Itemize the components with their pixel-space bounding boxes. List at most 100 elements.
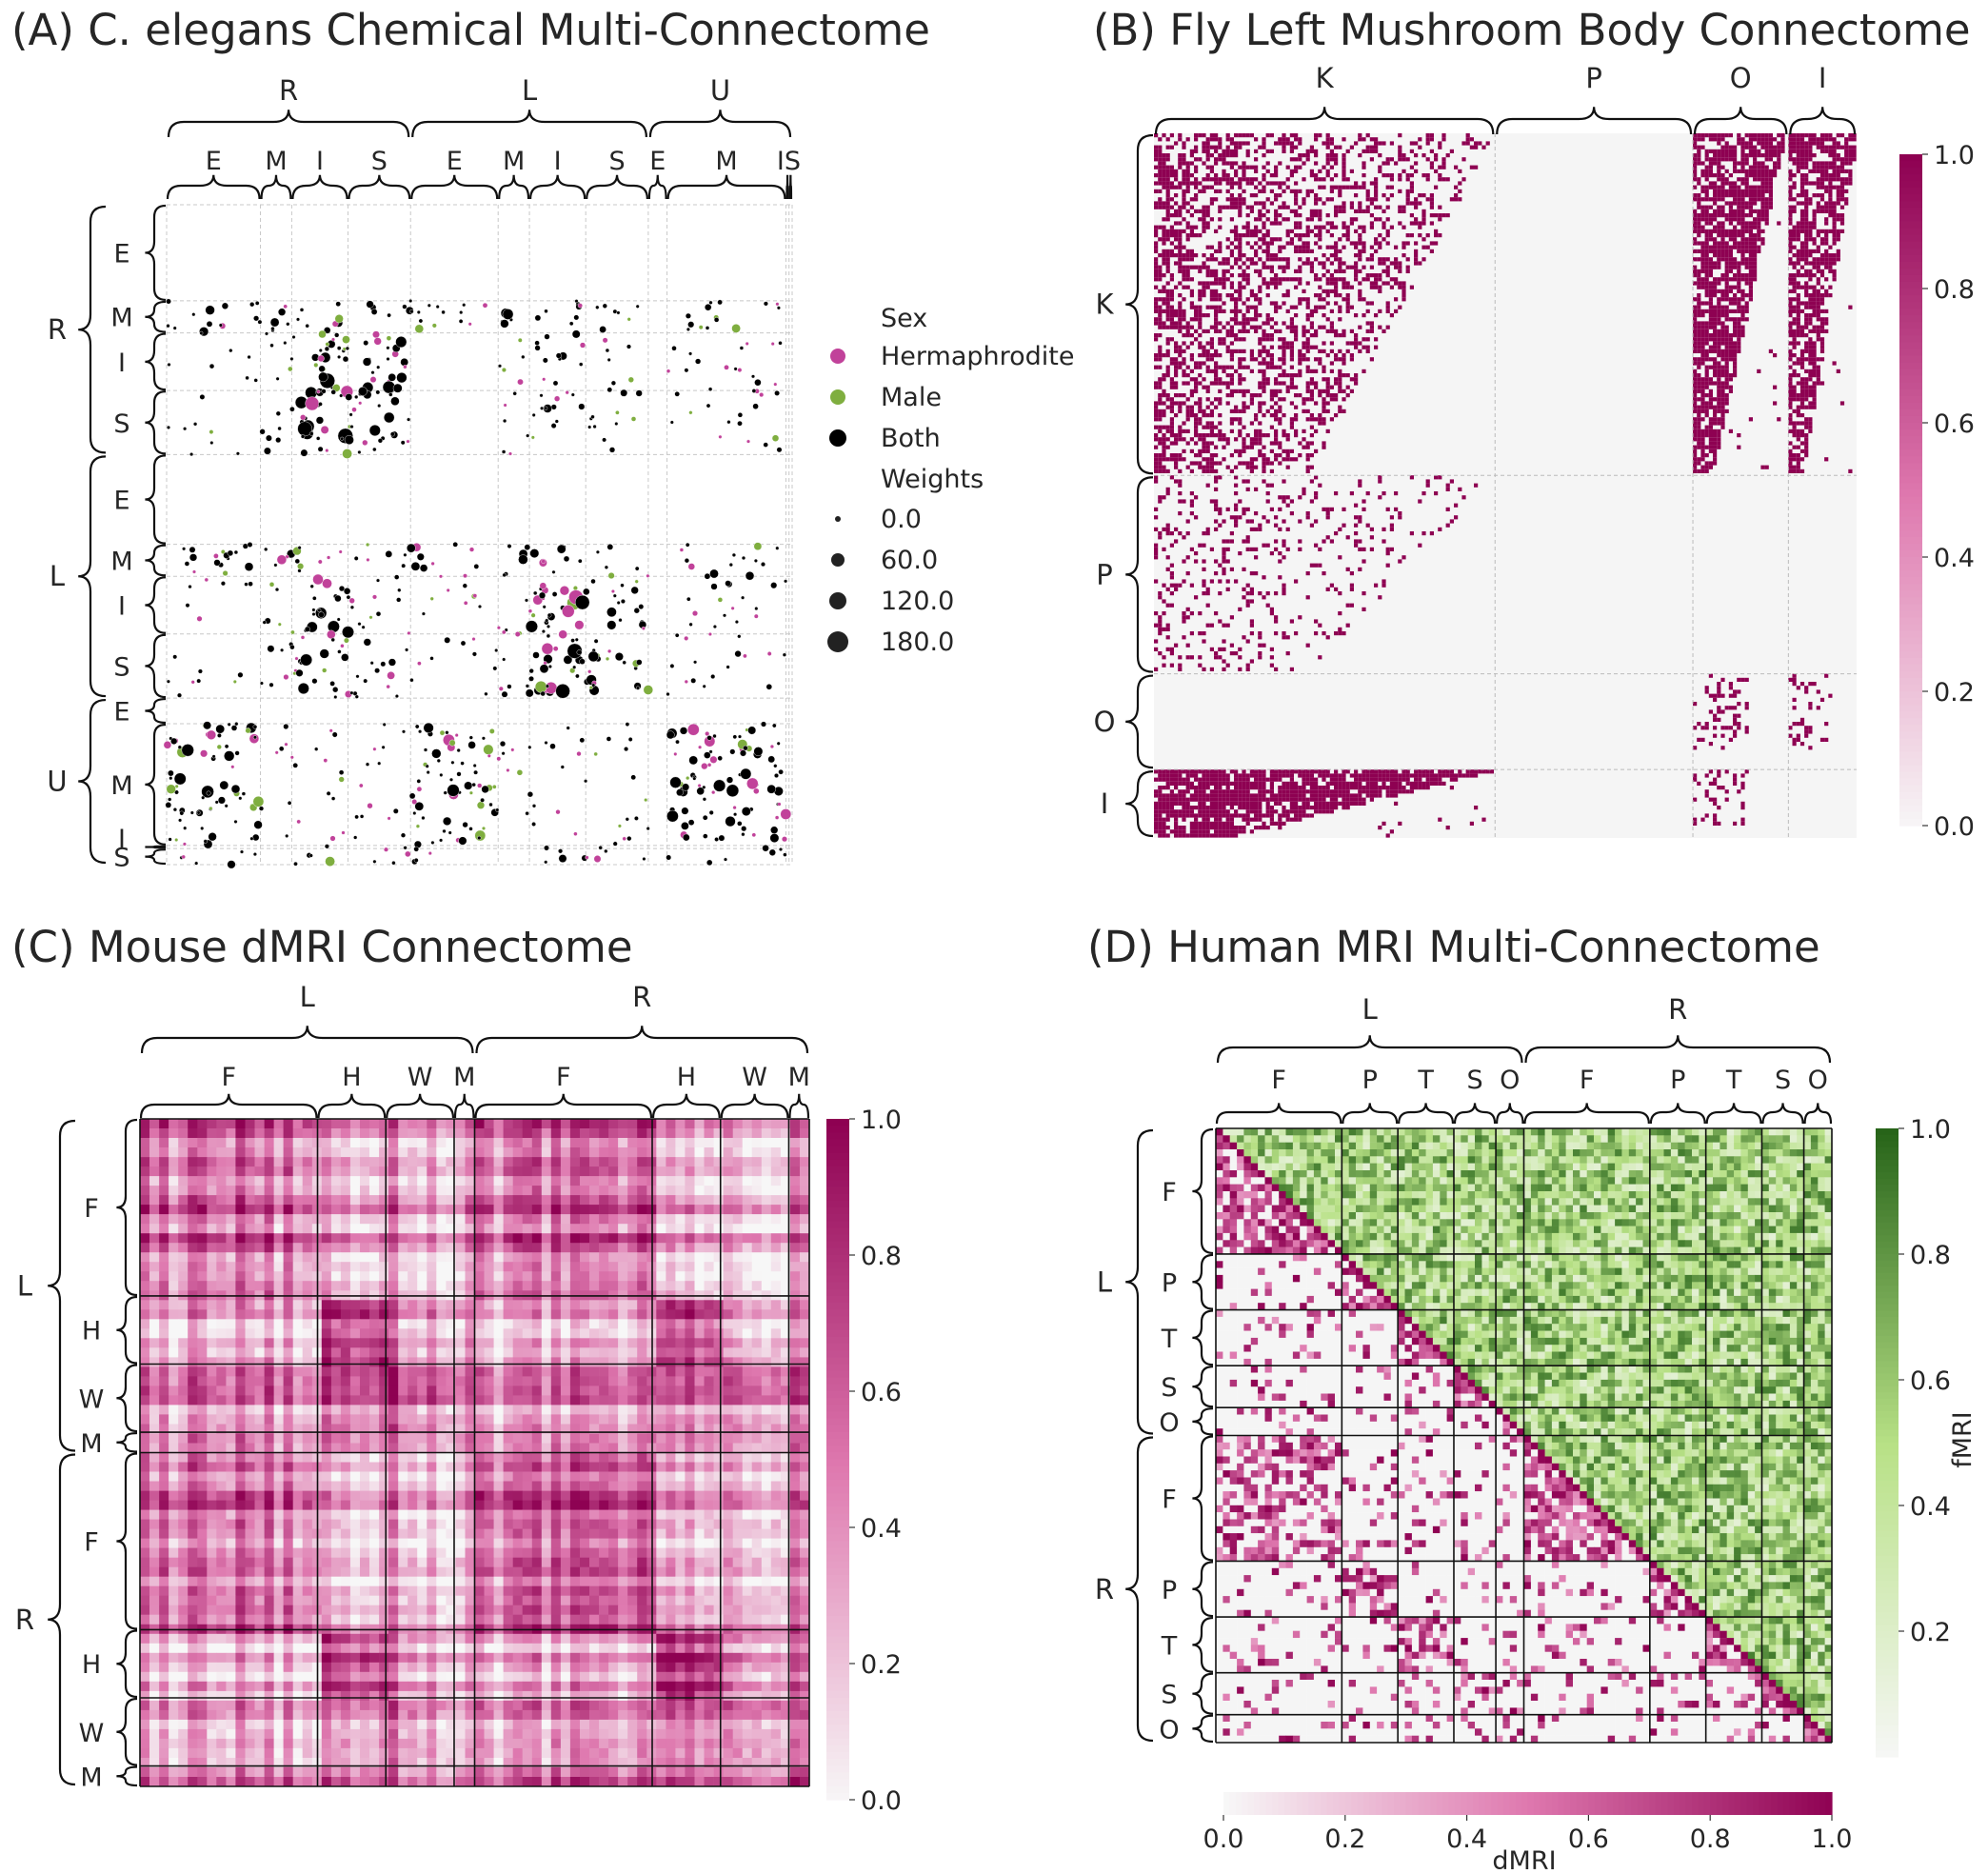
connection-dot	[327, 555, 331, 560]
heatmap-cell	[1405, 233, 1410, 238]
heatmap-cell	[1265, 161, 1270, 166]
heatmap-cell	[1338, 389, 1342, 393]
heatmap-cell	[1362, 225, 1366, 229]
connection-dot	[386, 684, 390, 689]
heatmap-cell	[1414, 249, 1419, 253]
heatmap-cell	[1222, 269, 1226, 273]
heatmap-cell	[1796, 141, 1800, 146]
heatmap-cell	[1828, 245, 1833, 249]
heatmap-cell	[1737, 269, 1741, 273]
heatmap-cell	[1374, 137, 1379, 142]
heatmap-cell	[1342, 507, 1346, 511]
heatmap-cell	[1720, 277, 1725, 282]
connection-dot	[614, 652, 624, 662]
heatmap-cell	[1225, 277, 1230, 282]
heatmap-cell	[1238, 337, 1242, 342]
heatmap-cell	[1174, 393, 1179, 398]
heatmap-cell	[1185, 225, 1190, 229]
heatmap-cell	[1342, 205, 1346, 209]
heatmap-cell	[1238, 181, 1242, 186]
connection-dot	[644, 798, 648, 803]
heatmap-cell	[1269, 353, 1274, 358]
connection-dot	[269, 343, 274, 348]
connection-dot	[196, 810, 201, 815]
brace-top-sub	[410, 174, 499, 200]
connection-dot	[300, 653, 312, 667]
heatmap-cell	[1274, 321, 1279, 326]
heatmap-cell	[1325, 409, 1330, 413]
heatmap-cell	[1748, 209, 1753, 213]
heatmap-cell	[1254, 261, 1259, 266]
heatmap-cell	[1704, 241, 1709, 246]
heatmap-cell	[1764, 145, 1769, 150]
heatmap-cell	[1194, 401, 1199, 406]
connection-dot	[340, 436, 345, 441]
heatmap-cell	[1294, 165, 1299, 169]
heatmap-cell	[1258, 385, 1262, 389]
connection-dot	[205, 305, 215, 315]
connection-dot	[166, 425, 170, 429]
heatmap-cell	[1238, 209, 1242, 213]
heatmap-cell	[1285, 385, 1290, 389]
heatmap-cell	[1274, 277, 1279, 282]
connection-dot	[525, 684, 529, 688]
heatmap-cell	[1704, 433, 1709, 438]
connection-dot	[460, 640, 467, 647]
heatmap-cell	[1724, 305, 1729, 309]
heatmap-cell	[1819, 329, 1825, 333]
heatmap-cell	[1285, 185, 1290, 189]
heatmap-cell	[1740, 217, 1745, 222]
connection-dot	[329, 681, 335, 687]
heatmap-cell	[1728, 269, 1733, 273]
connection-dot	[357, 449, 362, 454]
heatmap-cell	[1165, 157, 1170, 162]
connection-dot	[604, 565, 608, 569]
heatmap-cell	[1189, 265, 1194, 269]
heatmap-cell	[1305, 297, 1310, 302]
heatmap-cell	[1788, 333, 1793, 338]
heatmap-cell	[1289, 329, 1294, 333]
heatmap-cell	[1796, 457, 1800, 462]
connection-dot	[297, 546, 302, 550]
heatmap-cell	[1229, 273, 1234, 278]
heatmap-cell	[1816, 365, 1820, 369]
heatmap-cell	[1394, 491, 1399, 496]
heatmap-cell	[1713, 309, 1718, 313]
heatmap-cell	[1693, 381, 1698, 386]
connection-dot	[666, 809, 679, 823]
connection-dot	[284, 742, 288, 747]
heatmap-cell	[1334, 491, 1339, 496]
heatmap-cell	[1812, 389, 1817, 393]
connection-dot	[197, 668, 203, 674]
heatmap-cell	[1169, 181, 1174, 186]
connection-dot	[508, 451, 513, 456]
heatmap-cell	[1374, 337, 1379, 342]
connection-dot	[584, 779, 588, 784]
heatmap-cell	[1819, 297, 1825, 302]
heatmap-cell	[1819, 181, 1825, 186]
heatmap-cell	[1788, 209, 1793, 213]
heatmap-cell	[1249, 445, 1254, 449]
heatmap-cell	[1209, 441, 1214, 446]
heatmap-cell	[1812, 169, 1817, 173]
heatmap-cell	[1318, 389, 1322, 393]
connection-dot	[401, 563, 407, 568]
heatmap-cell	[1812, 273, 1817, 278]
heatmap-cell	[1165, 429, 1170, 433]
connection-dot	[166, 679, 170, 684]
heatmap-cell	[1278, 281, 1282, 286]
heatmap-cell	[1369, 201, 1374, 206]
heatmap-cell	[1282, 373, 1286, 378]
heatmap-cell	[1804, 173, 1809, 178]
connection-dot	[745, 571, 755, 581]
heatmap-cell	[1382, 209, 1386, 213]
heatmap-cell	[1249, 465, 1254, 469]
heatmap-cell	[1354, 515, 1359, 520]
heatmap-cell	[1294, 145, 1299, 150]
heatmap-cell	[1178, 453, 1183, 458]
heatmap-cell	[1198, 281, 1203, 286]
heatmap-cell	[1724, 249, 1729, 253]
heatmap-cell	[1309, 425, 1314, 429]
heatmap-cell	[1169, 213, 1174, 218]
heatmap-cell	[1720, 349, 1725, 353]
